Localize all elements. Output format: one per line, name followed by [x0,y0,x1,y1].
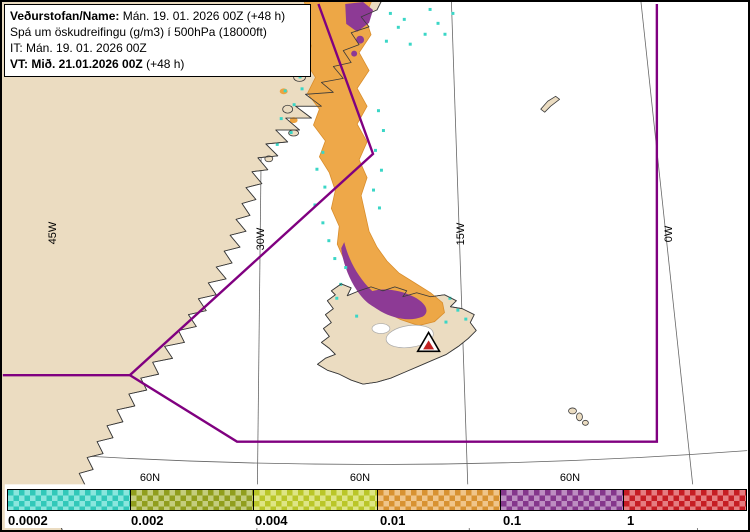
legend-segment-3 [254,490,378,510]
legend-segment-2 [131,490,255,510]
jan-mayen-island [540,95,560,113]
legend-segment-1 [8,490,132,510]
meridian-label-0w: 0W [663,225,675,243]
info-line-it: IT: Mán. 19. 01. 2026 00Z [10,41,147,55]
concentration-legend-bar [7,489,747,511]
volcano-marker [416,330,441,353]
parallel-label-60n-2: 60N [349,472,371,484]
info-line-product: Spá um öskudreifingu (g/m3) í 500hPa (18… [10,25,267,39]
fir-boundary [2,3,659,443]
fir-boundary-southeast [129,3,659,443]
ash-high-concentration [341,2,427,320]
legend-segment-5 [500,490,624,510]
legend-value-2: 0.002 [131,513,164,528]
legend-value-5: 0.1 [503,513,522,528]
meridian-label-45w: 45W [47,221,59,245]
fir-boundary-west [2,3,375,377]
legend-value-1: 0.0002 [8,513,48,528]
info-line-vt: VT: Mið. 21.01.2026 00Z (+48 h) [10,56,304,72]
issue-datetime: Mán. 19. 01. 2026 00Z (+48 h) [119,9,286,23]
info-box: Veðurstofan/Name: Mán. 19. 01. 2026 00Z … [4,4,311,77]
legend-value-3: 0.004 [255,513,288,528]
faroe-islands [568,407,589,426]
legend-segment-4 [377,490,501,510]
legend-segment-6 [623,490,747,510]
meridian-0w [640,2,698,530]
meridian-label-15w: 15W [455,222,467,246]
ash-mid-concentration [301,2,445,326]
valid-time: VT: Mið. 21.01.2026 00Z [10,57,143,71]
info-line-issue: Veðurstofan/Name: Mán. 19. 01. 2026 00Z … [10,8,304,24]
parallel-label-60n-3: 60N [559,472,581,484]
issuer-label: Veðurstofan/Name: [10,9,120,23]
glacier-areas [371,323,434,349]
ash-plume [275,2,468,326]
parallel-label-60n-1: 60N [139,472,161,484]
meridian-label-30w: 30W [255,227,267,251]
legend-value-6: 1 [627,513,635,528]
legend-value-4: 0.01 [380,513,406,528]
valid-time-offset: (+48 h) [142,57,185,71]
parallel-60n-line [2,450,748,465]
